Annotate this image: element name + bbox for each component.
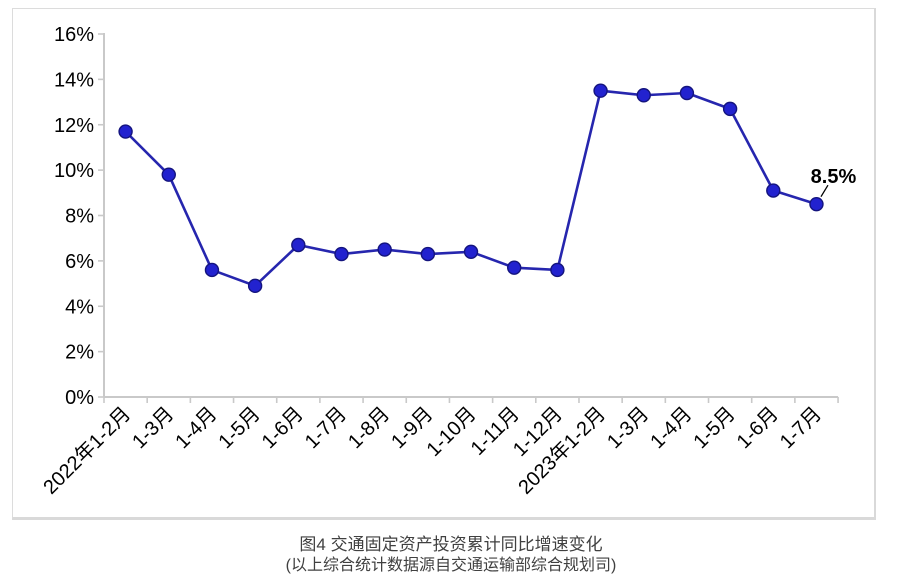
x-tick-label: 1-3月: [128, 403, 178, 453]
x-tick-label: 1-5月: [215, 403, 265, 453]
data-point: [766, 183, 781, 198]
data-point: [161, 167, 176, 182]
x-tick-label: 1-10月: [423, 403, 481, 461]
x-tick-label: 1-6月: [733, 403, 783, 453]
figure-caption-title: 图4 交通固定资产投资累计同比增速变化: [299, 535, 603, 554]
x-tick-label: 1-7月: [301, 403, 351, 453]
annotation-label: 8.5%: [811, 166, 857, 188]
x-tick-label: 1-4月: [646, 403, 696, 453]
line-chart: 0%2%4%6%8%10%12%14%16%2022年1-2月1-3月1-4月1…: [39, 24, 857, 499]
x-tick-label: 2022年1-2月: [39, 402, 135, 498]
x-tick-label: 1-5月: [690, 403, 740, 453]
chart-frame: 0% 2% 4% 6% 8% 10% 12% 14% 16% 2022年1-2月 1-3月 1-4月 1…: [12, 8, 876, 520]
data-point: [377, 242, 392, 257]
y-tick-label: 0%: [65, 387, 94, 409]
y-tick-label: 10%: [54, 160, 94, 182]
x-tick-label: 1-6月: [258, 403, 308, 453]
y-tick-label: 2%: [65, 342, 94, 364]
y-tick-label: 14%: [54, 69, 94, 91]
y-tick-label: 4%: [65, 296, 94, 318]
data-point: [334, 246, 349, 262]
x-tick-label: 1-7月: [776, 403, 826, 453]
data-point: [636, 88, 651, 103]
data-point: [507, 260, 522, 275]
data-point: [247, 278, 263, 294]
y-tick-label: 8%: [65, 206, 94, 228]
x-tick-label: 1-8月: [344, 403, 394, 453]
data-point: [204, 262, 220, 278]
y-tick-label: 6%: [65, 251, 94, 273]
figure-caption: 图4 交通固定资产投资累计同比增速变化 (以上综合统计数据源自交通运输部综合规划…: [0, 534, 902, 576]
data-point: [679, 85, 695, 101]
data-point: [420, 246, 436, 262]
x-tick-label: 1-3月: [603, 403, 653, 453]
data-point: [550, 262, 565, 278]
y-tick-label: 16%: [54, 24, 94, 46]
data-point: [463, 244, 479, 260]
data-point: [118, 124, 133, 139]
data-point: [809, 196, 824, 212]
figure-caption-source: (以上综合统计数据源自交通运输部综合规划司): [285, 557, 617, 574]
data-point: [722, 101, 738, 117]
y-tick-label: 12%: [54, 115, 94, 137]
annotation-leader-line: [820, 184, 829, 197]
x-tick-label: 1-4月: [171, 403, 221, 453]
data-point: [291, 237, 306, 253]
data-point: [593, 83, 608, 98]
